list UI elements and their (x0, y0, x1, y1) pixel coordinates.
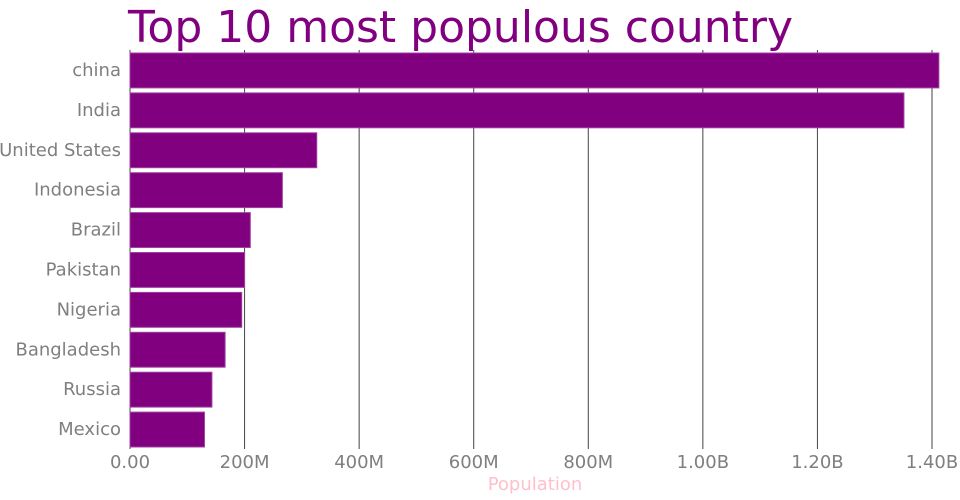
bar-pakistan (129, 252, 246, 288)
x-tick-label: 1.00B (677, 452, 729, 473)
y-tick-label: Russia (63, 379, 121, 400)
bar-united-states (129, 132, 318, 169)
bar-india (129, 92, 905, 129)
bar-russia (129, 371, 213, 408)
y-tick-label: Brazil (71, 220, 121, 241)
x-tick-label: 800M (563, 452, 613, 473)
x-tick-label: 0.00 (110, 452, 150, 473)
x-tick-label: 1.20B (791, 452, 843, 473)
x-tick-label: 600M (449, 452, 499, 473)
chart-title: Top 10 most populous country (127, 2, 793, 53)
y-tick-label: Indonesia (34, 180, 121, 201)
bar-mexico (129, 411, 205, 448)
bar-indonesia (129, 172, 283, 209)
x-tick-label: 200M (220, 452, 270, 473)
bar-nigeria (129, 291, 243, 328)
x-tick-label: 400M (334, 452, 384, 473)
x-axis-title: Population (488, 474, 583, 495)
y-tick-label: china (72, 60, 121, 81)
y-axis-labels: china India United States Indonesia Brazil Pa… (0, 60, 121, 440)
bar-brazil (129, 212, 251, 249)
y-tick-label: United States (0, 140, 121, 161)
y-tick-label: Pakistan (46, 259, 121, 280)
y-tick-label: India (77, 100, 121, 121)
y-tick-label: Nigeria (57, 299, 121, 320)
bar-china (129, 52, 940, 89)
y-tick-label: Mexico (58, 419, 121, 440)
y-tick-label: Bangladesh (15, 339, 121, 360)
bar-bangladesh (129, 331, 226, 368)
bars (129, 52, 940, 448)
x-axis-labels: 0.00 200M 400M 600M 800M 1.00B 1.20B 1.40B (110, 452, 958, 473)
x-tick-label: 1.40B (906, 452, 958, 473)
